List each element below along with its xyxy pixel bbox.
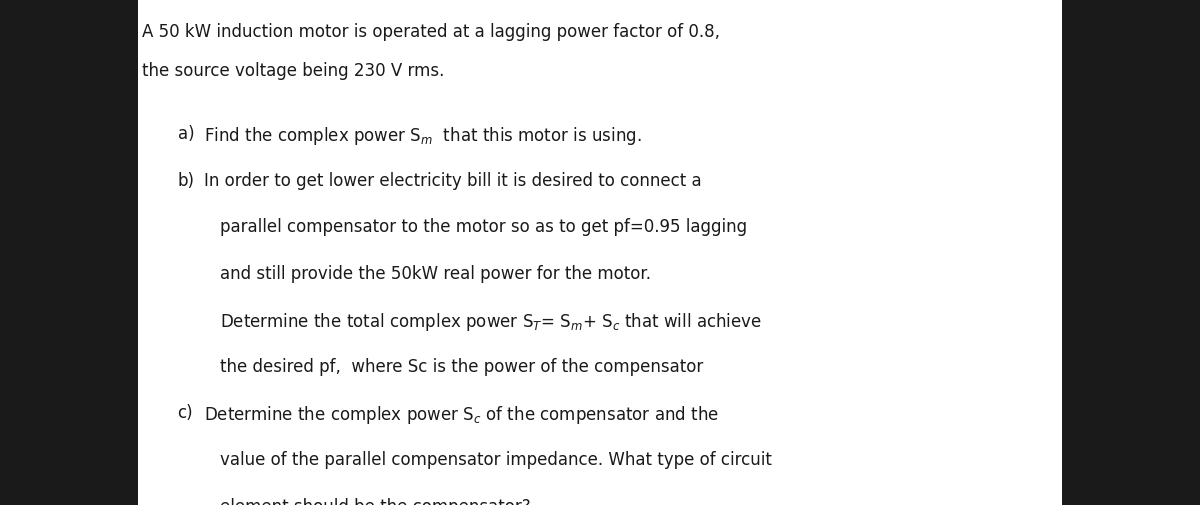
Text: Determine the complex power S$_{c}$ of the compensator and the: Determine the complex power S$_{c}$ of t… [204,403,719,426]
Bar [138,0,1062,505]
Text: A 50 kW induction motor is operated at a lagging power factor of 0.8,: A 50 kW induction motor is operated at a… [142,23,720,41]
Text: the desired pf,  where Sc is the power of the compensator: the desired pf, where Sc is the power of… [220,357,703,375]
Text: value of the parallel compensator impedance. What type of circuit: value of the parallel compensator impeda… [220,450,772,468]
Text: parallel compensator to the motor so as to get pf=0.95 lagging: parallel compensator to the motor so as … [220,218,746,236]
Text: a): a) [178,125,194,143]
Text: the source voltage being 230 V rms.: the source voltage being 230 V rms. [142,62,444,80]
Text: element should be the compensator?: element should be the compensator? [220,496,530,505]
Text: and still provide the 50kW real power for the motor.: and still provide the 50kW real power fo… [220,264,650,282]
Text: b): b) [178,171,194,189]
Text: Determine the total complex power S$_{T}$= S$_{m}$+ S$_{c}$ that will achieve: Determine the total complex power S$_{T}… [220,311,762,333]
Text: In order to get lower electricity bill it is desired to connect a: In order to get lower electricity bill i… [204,171,702,189]
Text: c): c) [178,403,193,422]
Text: Find the complex power S$_{m}$  that this motor is using.: Find the complex power S$_{m}$ that this… [204,125,642,147]
